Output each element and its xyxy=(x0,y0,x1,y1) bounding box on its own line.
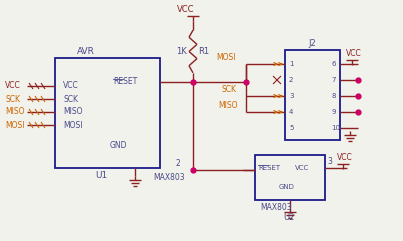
Text: RESET: RESET xyxy=(113,78,137,87)
Text: VCC: VCC xyxy=(346,49,362,59)
Text: VCC: VCC xyxy=(177,6,195,14)
Text: 1K: 1K xyxy=(176,47,187,56)
Text: 6: 6 xyxy=(331,61,336,67)
Text: 5: 5 xyxy=(289,125,293,131)
Text: R1: R1 xyxy=(198,47,209,56)
Text: MISO: MISO xyxy=(63,107,83,116)
Text: MOSI: MOSI xyxy=(63,120,83,129)
Text: 3: 3 xyxy=(327,156,332,166)
Text: VCC: VCC xyxy=(295,165,309,171)
Text: VCC: VCC xyxy=(63,81,79,91)
Text: J2: J2 xyxy=(308,40,316,48)
Text: 2: 2 xyxy=(175,160,180,168)
Text: MOSI: MOSI xyxy=(5,120,25,129)
Text: GND: GND xyxy=(279,184,295,190)
Text: 4: 4 xyxy=(289,109,293,115)
Text: VCC: VCC xyxy=(337,154,353,162)
Bar xyxy=(255,155,325,200)
Text: MAX803: MAX803 xyxy=(153,174,185,182)
Bar xyxy=(55,58,160,168)
Text: GND: GND xyxy=(110,141,127,150)
Text: 2: 2 xyxy=(289,77,293,83)
Text: MISO: MISO xyxy=(5,107,25,116)
Text: AVR: AVR xyxy=(77,47,95,56)
Text: SCK: SCK xyxy=(221,85,236,94)
Text: 8: 8 xyxy=(331,93,336,99)
Bar xyxy=(285,50,340,140)
Text: SCK: SCK xyxy=(63,94,78,103)
Text: 1: 1 xyxy=(289,61,293,67)
Text: 10: 10 xyxy=(331,125,340,131)
Text: SCK: SCK xyxy=(5,94,20,103)
Text: RESET: RESET xyxy=(258,165,280,171)
Text: VCC: VCC xyxy=(5,81,21,91)
Text: U2: U2 xyxy=(283,213,294,221)
Text: 9: 9 xyxy=(331,109,336,115)
Text: MISO: MISO xyxy=(218,100,237,109)
Text: MAX803: MAX803 xyxy=(260,203,292,213)
Text: 3: 3 xyxy=(289,93,293,99)
Text: U1: U1 xyxy=(95,172,107,181)
Text: MOSI: MOSI xyxy=(216,53,235,61)
Text: 7: 7 xyxy=(331,77,336,83)
